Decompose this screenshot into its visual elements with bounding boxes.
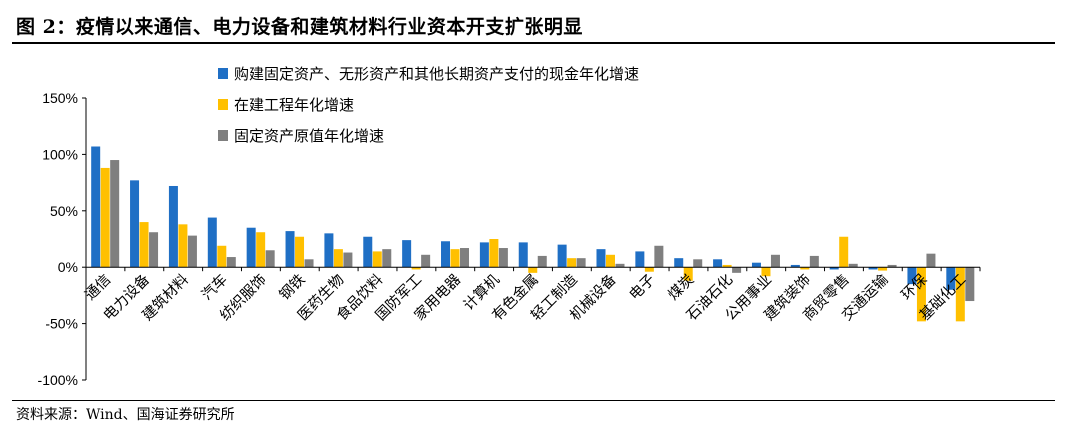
bar (402, 240, 412, 268)
bar (441, 241, 451, 268)
bar (576, 258, 586, 268)
bar (295, 236, 305, 268)
bar (149, 232, 159, 268)
bar (644, 267, 654, 272)
bar (751, 262, 761, 268)
bar (450, 249, 460, 268)
bar (722, 264, 732, 268)
bar (421, 254, 431, 268)
legend: 购建固定资产、无形资产和其他长期资产支付的现金年化增速在建工程年化增速固定资产原… (218, 65, 639, 145)
bar (907, 267, 917, 285)
y-tick-label: 0% (58, 259, 78, 275)
bar (217, 245, 227, 268)
bar (848, 263, 858, 268)
bar (178, 224, 188, 268)
bar (343, 252, 353, 268)
bar (130, 180, 140, 268)
legend-label: 在建工程年化增速 (234, 96, 354, 114)
y-tick-label: 150% (42, 90, 78, 106)
category-label: 通信 (82, 271, 115, 304)
bar (770, 254, 780, 268)
bar (868, 267, 878, 270)
category-label: 电子 (626, 271, 659, 304)
bar (246, 227, 256, 268)
bar (683, 267, 693, 281)
legend-label: 固定资产原值年化增速 (234, 127, 384, 145)
bar (926, 253, 936, 268)
bar (635, 251, 645, 268)
y-tick-label: 50% (50, 203, 78, 219)
bar (528, 267, 538, 273)
bar (382, 249, 392, 268)
bar (256, 232, 266, 268)
bar (809, 255, 819, 268)
bar (596, 249, 606, 268)
category-label: 汽车 (198, 271, 231, 304)
bar (518, 242, 528, 268)
bar (829, 267, 839, 270)
legend-swatch (218, 99, 228, 110)
bar (498, 248, 508, 268)
bar (91, 146, 101, 268)
bar-chart: -100% -50% 0% 50% 100% 150% 通信电力设备建筑材料 汽车纺织服饰钢… (38, 65, 981, 388)
y-tick-label: 100% (42, 146, 78, 162)
bar (460, 248, 470, 268)
figure-title: 图 2：疫情以来通信、电力设备和建筑材料行业资本开支扩张明显 (16, 16, 583, 38)
bar (693, 259, 703, 268)
bar (605, 254, 615, 268)
bar (800, 267, 810, 270)
y-tick-label: -50% (45, 316, 78, 332)
bar (304, 259, 314, 268)
bar (265, 250, 275, 268)
bar (537, 255, 547, 268)
bar (372, 251, 382, 268)
title-rule (12, 42, 1055, 44)
bar (946, 267, 956, 290)
source-rule (12, 400, 1055, 401)
source-note: 资料来源：Wind、国海证券研究所 (16, 407, 235, 423)
y-axis: -100% -50% 0% 50% 100% 150% (38, 90, 87, 388)
bar (887, 264, 897, 268)
bar (333, 249, 343, 268)
bar (878, 267, 888, 271)
bar (955, 267, 965, 322)
bar (761, 267, 771, 277)
legend-swatch (218, 130, 228, 141)
bar (100, 167, 110, 268)
bar (916, 267, 926, 322)
legend-label: 购建固定资产、无形资产和其他长期资产支付的现金年化增速 (234, 65, 639, 83)
bar (207, 217, 217, 268)
bar (285, 231, 295, 268)
bar (168, 185, 178, 268)
bar (324, 233, 334, 268)
bar (839, 236, 849, 268)
bar (363, 236, 373, 268)
legend-swatch (218, 68, 228, 79)
bar (790, 264, 800, 268)
bar (110, 160, 120, 268)
bar (489, 239, 499, 268)
bar (411, 267, 421, 270)
bar (187, 235, 197, 268)
bar (965, 267, 975, 302)
bar (479, 242, 489, 268)
bar (713, 259, 723, 268)
bar (732, 267, 742, 273)
bar (139, 222, 149, 268)
bar (557, 244, 567, 268)
bar (615, 263, 625, 268)
bar (226, 257, 236, 268)
bar (567, 258, 577, 268)
bar (654, 245, 664, 268)
bar (674, 258, 684, 268)
y-tick-label: -100% (38, 372, 78, 388)
category-label: 钢铁 (276, 271, 309, 304)
bars-group (91, 146, 975, 322)
